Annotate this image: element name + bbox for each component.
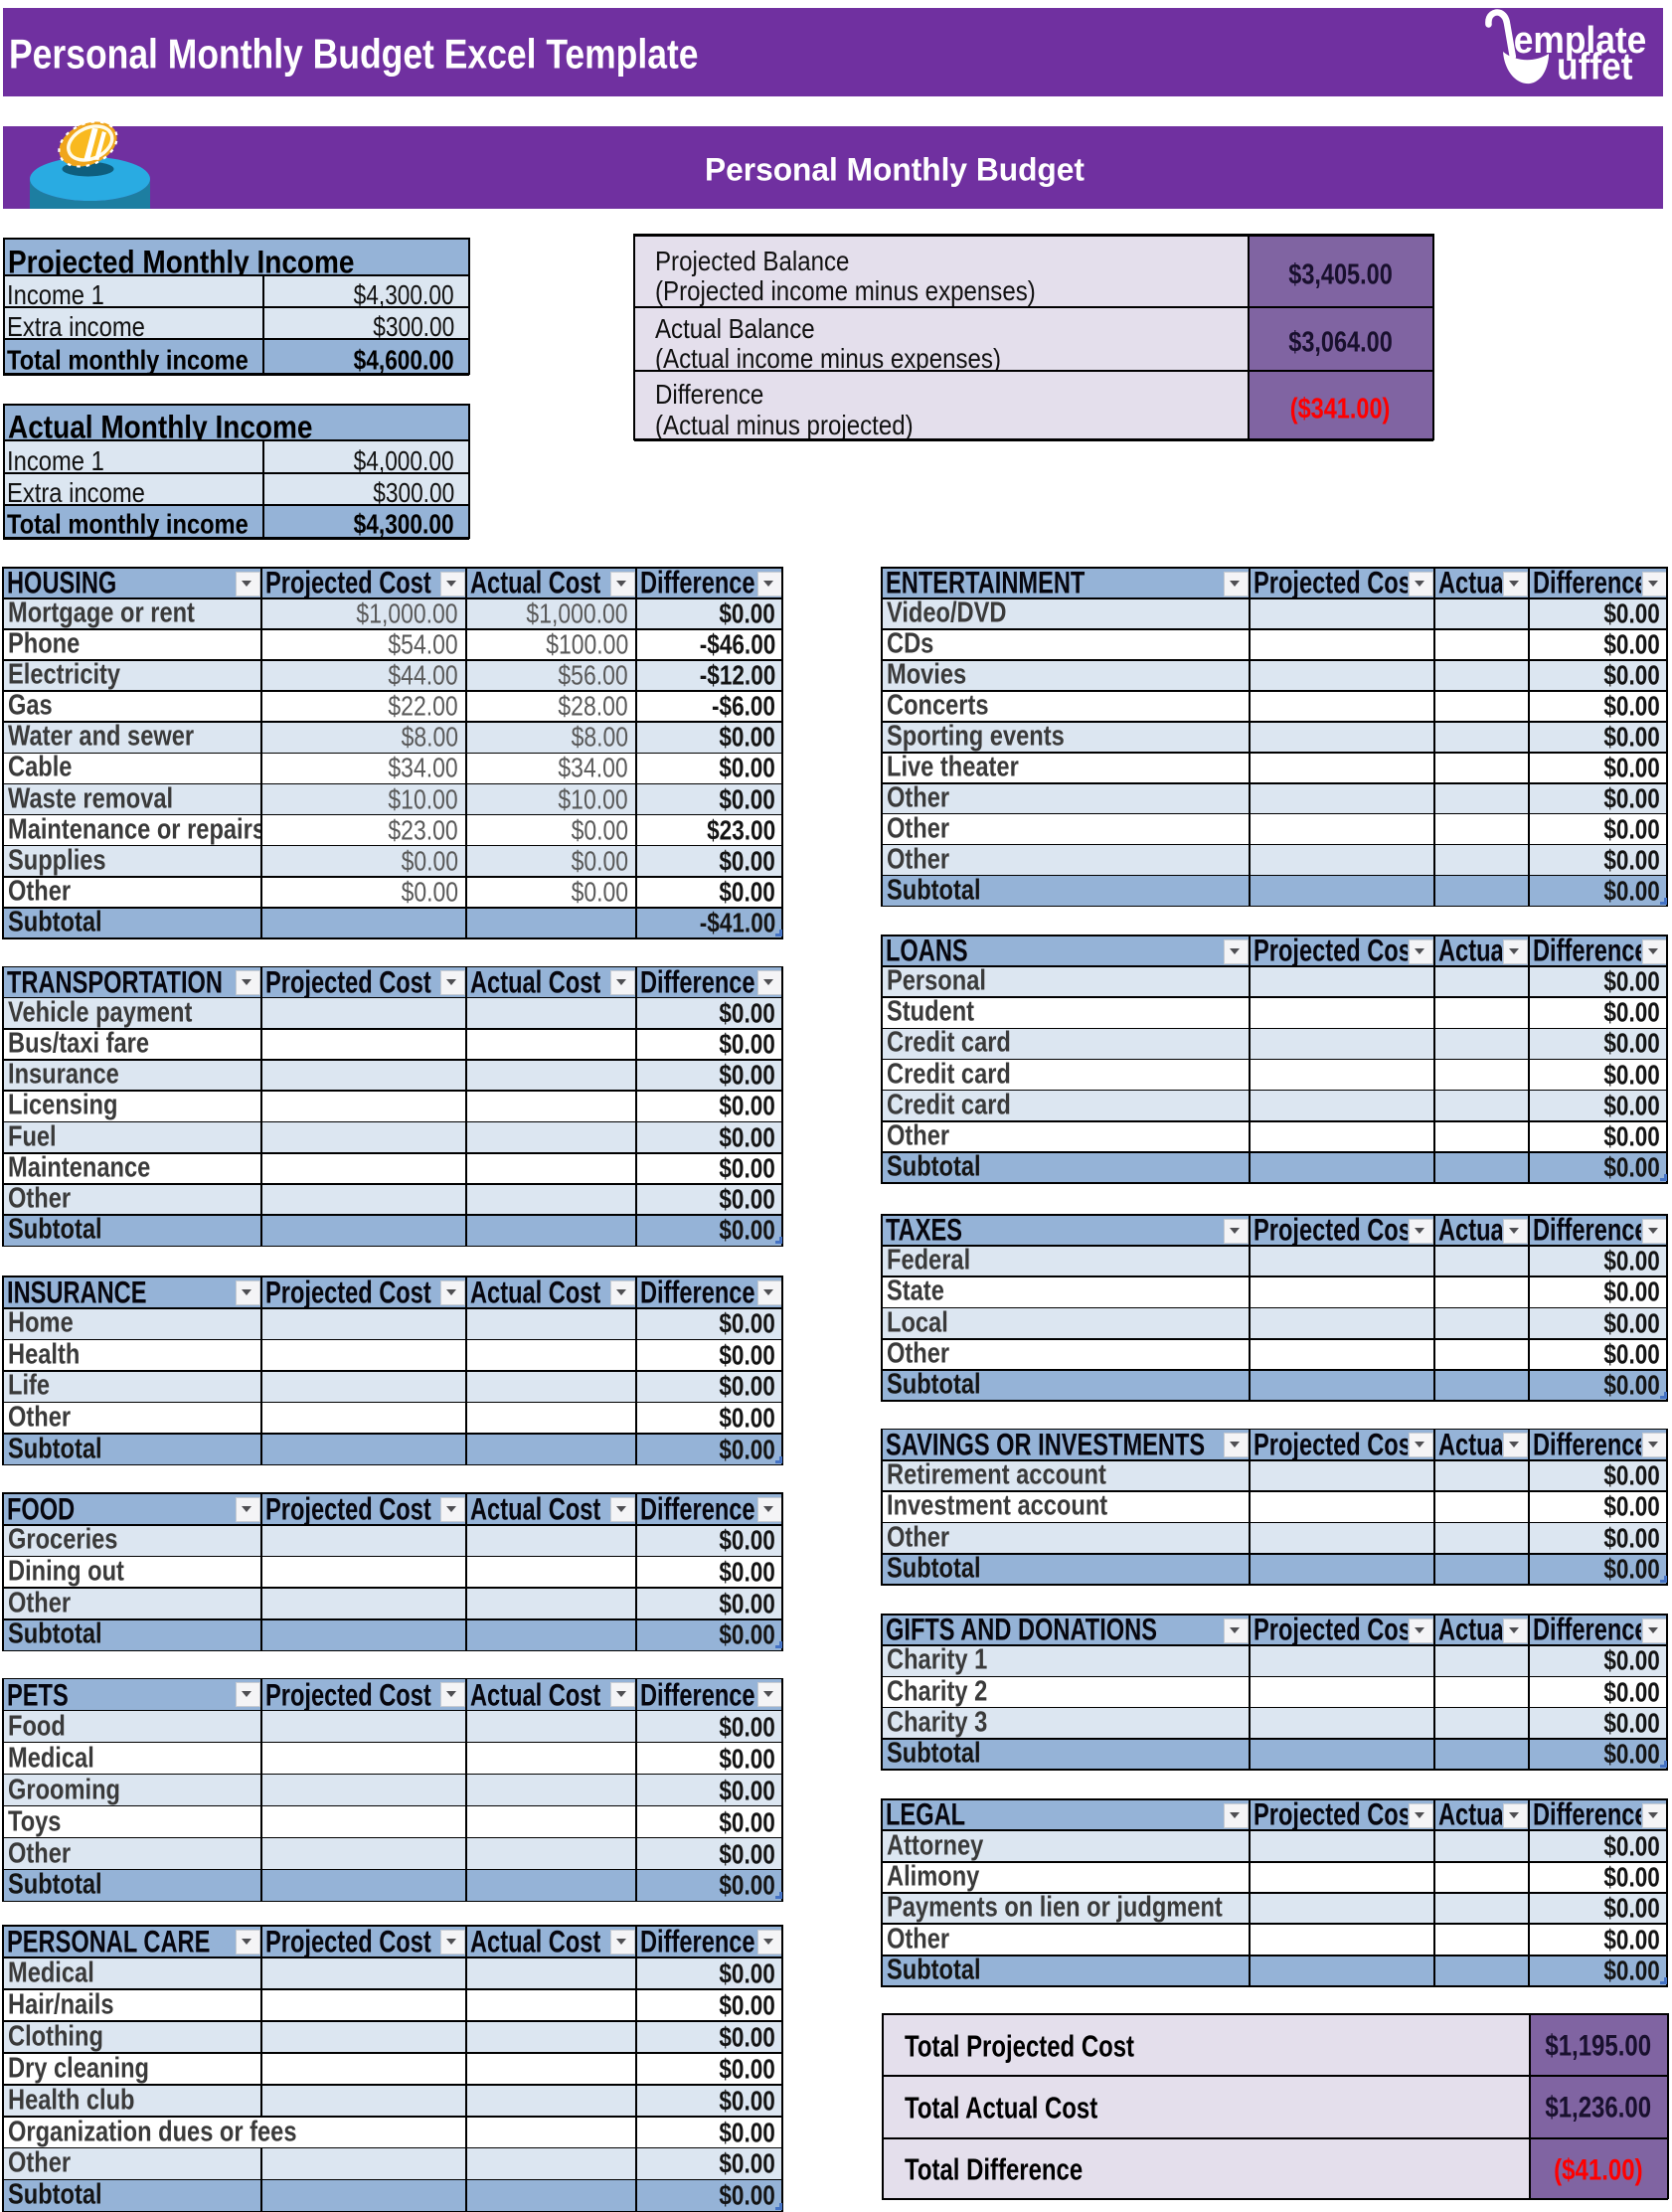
- svg-text:uffet: uffet: [1557, 45, 1633, 86]
- svg-text:emplate: emplate: [1514, 19, 1647, 61]
